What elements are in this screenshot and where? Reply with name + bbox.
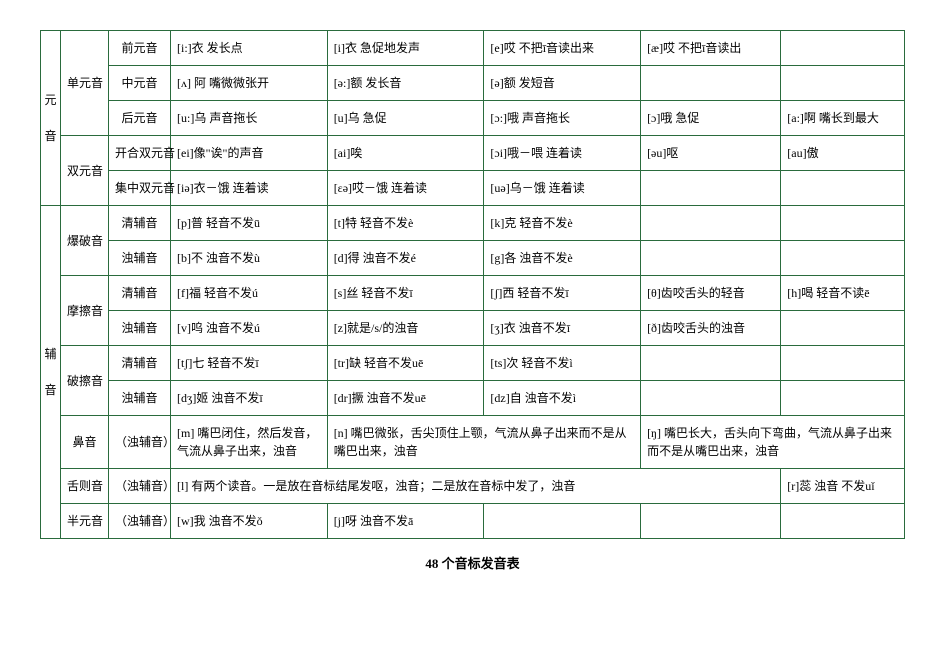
nasal-label: 鼻音 bbox=[61, 416, 109, 469]
cell: [tʃ]七 轻音不发ī bbox=[171, 346, 328, 381]
cell: [l] 有两个读音。一是放在音标结尾发呕，浊音；二是放在音标中发了，浊音 bbox=[171, 469, 781, 504]
plosive-label: 爆破音 bbox=[61, 206, 109, 276]
cell bbox=[641, 381, 781, 416]
voiced-paren-label: （浊辅音） bbox=[109, 504, 171, 539]
cell: [j]呀 浊音不发ā bbox=[327, 504, 484, 539]
cell: [s]丝 轻音不发ī bbox=[327, 276, 484, 311]
cell: [əu]呕 bbox=[641, 136, 781, 171]
voiceless-label: 清辅音 bbox=[109, 276, 171, 311]
affricate-label: 破擦音 bbox=[61, 346, 109, 416]
cell: [i:]衣 发长点 bbox=[171, 31, 328, 66]
cell: [u:]乌 声音拖长 bbox=[171, 101, 328, 136]
cell: [m] 嘴巴闭住，然后发音，气流从鼻子出来，浊音 bbox=[171, 416, 328, 469]
cell: [f]福 轻音不发ú bbox=[171, 276, 328, 311]
cell bbox=[641, 66, 781, 101]
cell bbox=[781, 171, 905, 206]
cell: [a:]啊 嘴长到最大 bbox=[781, 101, 905, 136]
cell: [b]不 浊音不发ù bbox=[171, 241, 328, 276]
voiceless-label: 清辅音 bbox=[109, 206, 171, 241]
cell: [e]哎 不把ī音读出来 bbox=[484, 31, 641, 66]
cell: [ɔi]哦－喂 连着读 bbox=[484, 136, 641, 171]
cell bbox=[781, 66, 905, 101]
openclose-label: 开合双元音 bbox=[109, 136, 171, 171]
cell: [i]衣 急促地发声 bbox=[327, 31, 484, 66]
cell: [dr]撅 浊音不发uē bbox=[327, 381, 484, 416]
consonant-group-label: 辅 音 bbox=[41, 206, 61, 539]
semi-label: 半元音 bbox=[61, 504, 109, 539]
cell: [ʌ] 阿 嘴微微张开 bbox=[171, 66, 328, 101]
cell: [dz]自 浊音不发ì bbox=[484, 381, 641, 416]
char: 辅 bbox=[44, 347, 56, 361]
cell: [v]呜 浊音不发ú bbox=[171, 311, 328, 346]
cell: [k]克 轻音不发è bbox=[484, 206, 641, 241]
cell: [uə]乌－饿 连着读 bbox=[484, 171, 641, 206]
cell: [dʒ]姬 浊音不发ī bbox=[171, 381, 328, 416]
cell: [iə]衣－饿 连着读 bbox=[171, 171, 328, 206]
voiced-paren-label: （浊辅音） bbox=[109, 469, 171, 504]
voiced-label: 浊辅音 bbox=[109, 311, 171, 346]
diph-label: 双元音 bbox=[61, 136, 109, 206]
cell: [p]普 轻音不发ū bbox=[171, 206, 328, 241]
cell: [ei]像"诶"的声音 bbox=[171, 136, 328, 171]
cell: [h]喝 轻音不读ē bbox=[781, 276, 905, 311]
fricative-label: 摩擦音 bbox=[61, 276, 109, 346]
cell bbox=[781, 206, 905, 241]
cell: [ɔ:]哦 声音拖长 bbox=[484, 101, 641, 136]
cell bbox=[781, 504, 905, 539]
cell bbox=[781, 311, 905, 346]
cell: [d]得 浊音不发é bbox=[327, 241, 484, 276]
cell: [w]我 浊音不发ǒ bbox=[171, 504, 328, 539]
cell: [au]傲 bbox=[781, 136, 905, 171]
cell: [u]乌 急促 bbox=[327, 101, 484, 136]
voiced-label: 浊辅音 bbox=[109, 381, 171, 416]
cell: [g]各 浊音不发è bbox=[484, 241, 641, 276]
cell bbox=[641, 171, 781, 206]
cell bbox=[781, 31, 905, 66]
char: 元 bbox=[44, 93, 56, 107]
char: 音 bbox=[44, 129, 56, 143]
cell: [z]就是/s/的浊音 bbox=[327, 311, 484, 346]
phonetic-table: 元 音 单元音 前元音 [i:]衣 发长点 [i]衣 急促地发声 [e]哎 不把… bbox=[40, 30, 905, 539]
central-label: 中元音 bbox=[109, 66, 171, 101]
cell bbox=[781, 241, 905, 276]
cell: [ʃ]西 轻音不发ī bbox=[484, 276, 641, 311]
cell: [tr]缺 轻音不发uē bbox=[327, 346, 484, 381]
cell: [ə:]额 发长音 bbox=[327, 66, 484, 101]
cell bbox=[641, 346, 781, 381]
cell: [t]特 轻音不发è bbox=[327, 206, 484, 241]
voiced-paren-label: （浊辅音） bbox=[109, 416, 171, 469]
cell bbox=[484, 504, 641, 539]
cell: [θ]齿咬舌头的轻音 bbox=[641, 276, 781, 311]
voiced-label: 浊辅音 bbox=[109, 241, 171, 276]
voiceless-label: 清辅音 bbox=[109, 346, 171, 381]
cell: [ŋ] 嘴巴长大，舌头向下弯曲，气流从鼻子出来而不是从嘴巴出来，浊音 bbox=[641, 416, 905, 469]
mono-label: 单元音 bbox=[61, 31, 109, 136]
cell bbox=[781, 381, 905, 416]
cell: [ð]齿咬舌头的浊音 bbox=[641, 311, 781, 346]
cell: [n] 嘴巴微张，舌尖顶住上颚，气流从鼻子出来而不是从嘴巴出来，浊音 bbox=[327, 416, 640, 469]
cell bbox=[641, 504, 781, 539]
vowel-group-label: 元 音 bbox=[41, 31, 61, 206]
cell: [ai]唉 bbox=[327, 136, 484, 171]
centering-label: 集中双元音 bbox=[109, 171, 171, 206]
cell: [r]蕊 浊音 不发uǐ bbox=[781, 469, 905, 504]
cell bbox=[781, 346, 905, 381]
cell: [ɛə]哎－饿 连着读 bbox=[327, 171, 484, 206]
cell: [æ]哎 不把ī音读出 bbox=[641, 31, 781, 66]
cell: [ə]额 发短音 bbox=[484, 66, 641, 101]
back-label: 后元音 bbox=[109, 101, 171, 136]
cell bbox=[641, 241, 781, 276]
cell: [ɔ]哦 急促 bbox=[641, 101, 781, 136]
front-label: 前元音 bbox=[109, 31, 171, 66]
cell: [ʒ]衣 浊音不发ī bbox=[484, 311, 641, 346]
char: 音 bbox=[44, 383, 56, 397]
table-caption: 48 个音标发音表 bbox=[40, 553, 905, 572]
cell: [ts]次 轻音不发ì bbox=[484, 346, 641, 381]
lateral-label: 舌则音 bbox=[61, 469, 109, 504]
cell bbox=[641, 206, 781, 241]
